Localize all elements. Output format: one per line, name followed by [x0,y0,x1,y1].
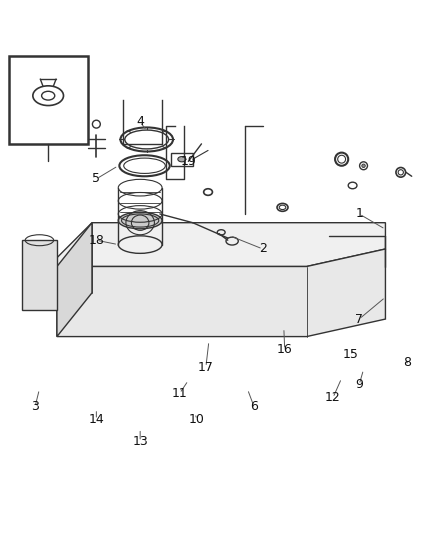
Ellipse shape [118,212,162,229]
Text: 7: 7 [355,312,363,326]
Text: 12: 12 [325,391,341,405]
Text: 2: 2 [259,243,267,255]
Text: 14: 14 [88,413,104,426]
Bar [171,152,193,166]
Ellipse shape [362,164,365,167]
Polygon shape [57,223,385,266]
Text: 9: 9 [355,378,363,391]
Text: 13: 13 [132,435,148,448]
Text: 1: 1 [355,207,363,221]
Polygon shape [57,223,92,336]
Ellipse shape [178,157,186,162]
Text: 11: 11 [172,387,187,400]
Bar [9,56,88,144]
Text: 10: 10 [189,413,205,426]
Text: 15: 15 [343,348,358,361]
Text: 16: 16 [277,343,293,356]
Text: 4: 4 [136,116,144,128]
Text: 3: 3 [31,400,39,413]
Polygon shape [57,249,385,336]
Text: 19: 19 [180,155,196,168]
Text: 8: 8 [403,357,411,369]
Text: 18: 18 [88,233,104,247]
Text: 5: 5 [92,172,100,185]
Text: 6: 6 [250,400,258,413]
Polygon shape [22,240,57,310]
Text: 17: 17 [198,361,214,374]
